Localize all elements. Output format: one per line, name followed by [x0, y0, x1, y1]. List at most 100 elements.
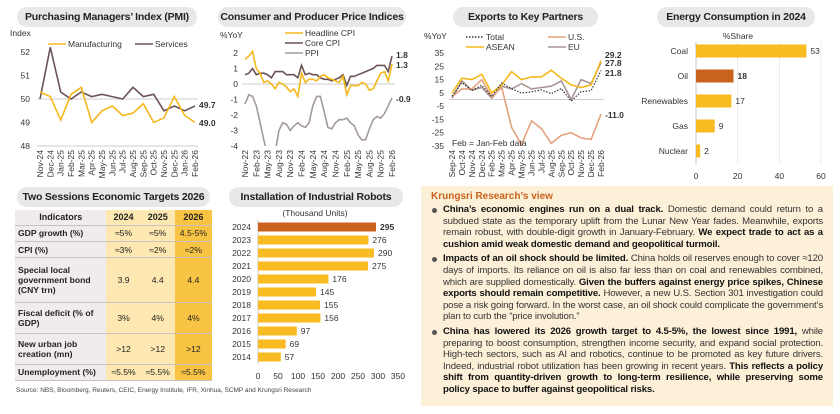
x-tick-label: 100 [291, 371, 305, 381]
y-axis-label: %YoY [220, 30, 243, 40]
y-tick-label: 15 [435, 75, 445, 85]
x-tick-label: Oct-25 [149, 150, 159, 176]
x-tick-label: 150 [311, 371, 325, 381]
x-tick-label: Aug-25 [546, 150, 556, 178]
table-cell: >12 [174, 333, 212, 365]
y-tick-label: -1 [230, 95, 238, 105]
bullet-dot-icon [432, 208, 437, 213]
x-tick-label: Feb-24 [297, 150, 307, 177]
column-header: 2024 [106, 210, 141, 226]
category-label: Oil [678, 71, 689, 81]
y-tick-label: -2 [230, 110, 238, 120]
value-label: 9 [719, 121, 724, 131]
table-cell: >12 [140, 333, 175, 365]
pmi-title: Purchasing Managers’ Index (PMI) [17, 7, 197, 27]
table-header-row: Indicators 2024 2025 2026 [15, 210, 212, 226]
category-label: Renewables [641, 96, 688, 106]
value-label: 57 [285, 352, 295, 362]
body-text: while preparing to boost consumption, st… [443, 325, 823, 372]
bullet-dot-icon [432, 329, 437, 335]
view-title: Krungsri Research’s view [431, 191, 553, 202]
end-value-label: 27.8 [605, 58, 622, 68]
x-tick-label: Aug-23 [274, 150, 284, 178]
bar-2015 [258, 339, 286, 349]
y-tick-label: 49 [21, 118, 31, 128]
x-tick-label: Mar-25 [497, 150, 507, 177]
x-tick-label: Aug-25 [364, 150, 374, 178]
x-tick-label: May-24 [308, 150, 318, 179]
bar-nuclear [696, 144, 701, 158]
legend-label: U.S. [568, 32, 585, 42]
table-row: Special local government bond (CNY trn) 3… [15, 257, 212, 304]
legend-label: Services [155, 39, 188, 49]
category-label: Gas [672, 121, 688, 131]
x-tick-label: Aug-25 [128, 150, 138, 178]
series-line-core-cpi [244, 55, 393, 88]
x-tick-label: Nov-22 [240, 150, 250, 178]
legend-label: Manufacturing [68, 39, 122, 49]
value-label: 17 [735, 96, 745, 106]
series-line-manufacturing [39, 86, 196, 125]
end-value-label: 49.7 [199, 100, 216, 110]
end-value-label: -11.0 [605, 110, 624, 120]
value-label: 18 [738, 71, 748, 81]
x-axis-label: %Share [723, 31, 754, 41]
table-cell: 3% [106, 302, 141, 335]
x-tick-label: 40 [775, 171, 785, 181]
x-tick-label: May-25 [517, 150, 527, 179]
y-tick-label: 35 [435, 48, 445, 58]
end-value-label: 1.3 [396, 60, 408, 70]
x-tick-label: 300 [371, 371, 385, 381]
table-cell: ≈3% [106, 241, 141, 259]
y-tick-label: -15 [432, 114, 445, 124]
indicator-name: Unemployment (%) [15, 364, 107, 382]
x-tick-label: 0 [694, 171, 699, 181]
x-tick-label: Feb-26 [190, 150, 200, 177]
value-label: 295 [380, 222, 394, 232]
x-tick-label: Feb-26 [596, 150, 606, 177]
legend-label: EU [568, 42, 580, 52]
bar-2023 [258, 235, 369, 245]
x-tick-label: Dec-24 [45, 150, 55, 178]
x-tick-label: 350 [391, 371, 405, 381]
table-cell: 4% [140, 302, 175, 335]
bar-2018 [258, 300, 320, 310]
x-tick-label: Sep-25 [556, 150, 566, 178]
bold-text: Given the buffers against energy price s… [443, 276, 823, 300]
annotation: Feb = Jan-Feb data [452, 138, 527, 148]
category-label: 2015 [232, 339, 251, 349]
category-label: 2020 [232, 274, 251, 284]
table-row: Fiscal deficit (% of GDP) 3% 4% 4% [15, 302, 212, 335]
targets-table: Indicators 2024 2025 2026 GDP growth (%) ≈5% ≈… [15, 210, 212, 382]
bold-text: Impacts of an oil shock should be limite… [443, 253, 629, 265]
y-tick-label: 0 [233, 79, 238, 89]
bar-2019 [258, 287, 316, 297]
bar-2021 [258, 261, 368, 271]
series-line-total [451, 70, 602, 102]
value-label: 156 [324, 313, 338, 323]
x-tick-label: Jun-25 [526, 150, 536, 176]
x-tick-label: Feb-25 [487, 150, 497, 177]
table-cell: 4.4 [174, 257, 212, 304]
body-text: China holds oil reserves enough to cover… [443, 253, 823, 288]
table-row: GDP growth (%) ≈5% ≈5% 4.5-5% [15, 225, 212, 242]
y-tick-label: -35 [432, 141, 445, 151]
exports-title: Exports to Key Partners [453, 7, 598, 27]
y-tick-label: 2 [233, 48, 238, 58]
legend-label: Core CPI [305, 38, 340, 48]
bar-gas [696, 119, 715, 133]
category-label: 2021 [232, 261, 251, 271]
bar-2014 [258, 352, 281, 362]
y-tick-label: 1 [233, 64, 238, 74]
x-tick-label: Feb-23 [251, 150, 261, 177]
end-value-label: 29.2 [605, 50, 622, 60]
table-cell: 3.9 [106, 257, 141, 304]
y-tick-label: -3 [230, 126, 238, 136]
x-tick-label: 50 [273, 371, 283, 381]
x-tick-label: Jul-25 [536, 150, 546, 173]
x-tick-label: Dec-24 [477, 150, 487, 178]
view-bullet: China has lowered its 2026 growth target… [431, 326, 823, 396]
category-label: 2024 [232, 222, 251, 232]
view-bullet: China’s economic engines run on a dual t… [431, 204, 823, 250]
